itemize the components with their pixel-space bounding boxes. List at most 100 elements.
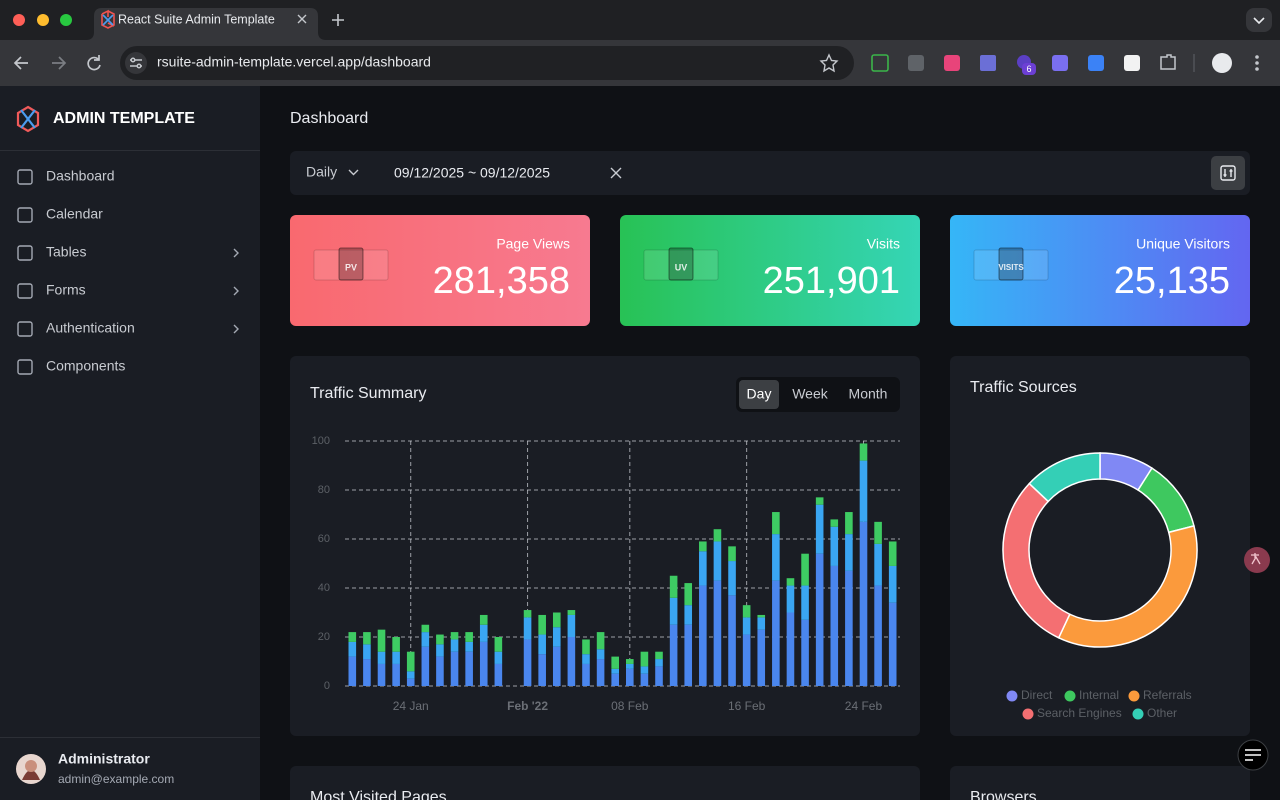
bar-segment <box>772 534 780 581</box>
bar-segment <box>874 521 882 544</box>
nav-chevron <box>233 248 239 258</box>
close-tab[interactable] <box>297 14 307 24</box>
page-title: Dashboard <box>290 110 368 127</box>
bar-segment <box>596 632 605 650</box>
extension-icon[interactable] <box>980 55 996 71</box>
active-tab[interactable] <box>86 8 326 40</box>
nav-chevron <box>233 324 239 334</box>
bar-segment <box>699 541 707 552</box>
bar-segment <box>684 624 693 686</box>
stat-icon-frame <box>313 249 389 281</box>
tab-title: React Suite Admin Template <box>118 12 275 26</box>
site-info-icon[interactable] <box>125 52 147 74</box>
bar-segment <box>611 673 619 686</box>
range-tab-active <box>739 380 779 409</box>
extension-icon[interactable] <box>908 55 924 71</box>
forward-button[interactable] <box>52 56 67 70</box>
legend-label: Referrals <box>1143 688 1192 702</box>
y-tick-label: 80 <box>318 484 330 496</box>
stat-icon-screen <box>338 247 364 281</box>
bar-segment <box>669 624 678 686</box>
y-tick-label: 60 <box>318 533 330 545</box>
bar-segment <box>786 612 795 686</box>
bar-segment <box>552 612 561 628</box>
legend-swatch <box>1128 690 1140 702</box>
range-tab[interactable]: Month <box>849 386 888 402</box>
nav-label: Components <box>46 358 125 374</box>
bar-segment <box>640 651 649 667</box>
range-tab[interactable]: Day <box>747 386 772 402</box>
user-avatar-figure <box>22 770 40 780</box>
bar-segment <box>699 551 707 586</box>
nav-item[interactable]: Forms <box>17 282 239 299</box>
close-window[interactable] <box>13 14 25 26</box>
range-tab-group: Day Week Month <box>739 380 887 409</box>
range-tab[interactable]: Week <box>792 386 829 402</box>
profile-button[interactable] <box>1212 53 1232 73</box>
period-select[interactable]: Daily <box>306 164 337 180</box>
bar-segment <box>348 656 357 686</box>
x-tick-label: 16 Feb <box>728 699 766 713</box>
stat-label: Visits <box>867 236 900 252</box>
legend-swatch <box>1022 708 1034 720</box>
user-avatar-face <box>25 760 37 772</box>
extension-icon[interactable] <box>1124 55 1140 71</box>
bar-segment <box>874 543 882 586</box>
bar-segment <box>465 641 473 652</box>
bar-segment <box>450 651 459 686</box>
bookmark-star[interactable] <box>819 53 839 73</box>
bar-segment <box>845 512 853 535</box>
address-bar[interactable] <box>120 46 854 80</box>
nav-item[interactable]: Calendar <box>17 206 103 223</box>
nav-item[interactable]: Authentication <box>17 320 239 337</box>
translate-icon <box>1251 553 1261 565</box>
stat-card <box>290 215 590 326</box>
extensions-menu[interactable] <box>1160 54 1176 70</box>
legend-swatch <box>1132 708 1144 720</box>
nav-item[interactable]: Components <box>17 358 125 375</box>
bar-segment <box>888 602 897 686</box>
bar-segment <box>713 541 722 581</box>
extension-icon[interactable] <box>871 54 889 72</box>
bar-segment <box>611 656 619 669</box>
browser-menu[interactable] <box>1255 55 1259 71</box>
bar-segment <box>757 617 766 630</box>
maximize-window[interactable] <box>60 14 72 26</box>
nav-label: Calendar <box>46 206 103 222</box>
bar-segment <box>874 585 882 686</box>
bar-segment <box>772 580 780 686</box>
legend-swatch <box>1064 690 1076 702</box>
stat-icon-screen <box>668 247 694 281</box>
nav-item[interactable]: Tables <box>17 244 239 261</box>
bar-segment <box>582 663 590 686</box>
bar-segment <box>538 614 546 635</box>
stat-label: Page Views <box>496 236 570 252</box>
nav-icon <box>17 321 33 337</box>
bar-segment <box>801 585 809 620</box>
settings-button[interactable] <box>1211 156 1245 190</box>
reload-button[interactable] <box>87 55 101 71</box>
tab-search[interactable] <box>1246 8 1272 32</box>
card-title: Traffic Summary <box>310 385 426 402</box>
date-range[interactable]: 09/12/2025 ~ 09/12/2025 <box>394 165 550 181</box>
nav-label: Forms <box>46 282 86 298</box>
bar-segment <box>552 627 561 647</box>
y-tick-label: 100 <box>312 435 330 447</box>
nav-item[interactable]: Dashboard <box>17 168 115 185</box>
extension-icon[interactable] <box>944 55 960 71</box>
nav-chevron <box>233 286 239 296</box>
most-visited-card <box>290 766 920 800</box>
bar-segment <box>406 678 415 686</box>
extension-icon[interactable] <box>1052 55 1068 71</box>
bar-segment <box>363 659 371 686</box>
minimize-window[interactable] <box>37 14 49 26</box>
back-button[interactable] <box>13 56 28 70</box>
bar-segment <box>815 553 824 686</box>
new-tab[interactable] <box>332 14 344 26</box>
clear-date[interactable] <box>610 167 622 179</box>
bar-segment <box>377 663 386 686</box>
brand-logo <box>16 105 40 133</box>
extension-icon[interactable] <box>1088 55 1104 71</box>
